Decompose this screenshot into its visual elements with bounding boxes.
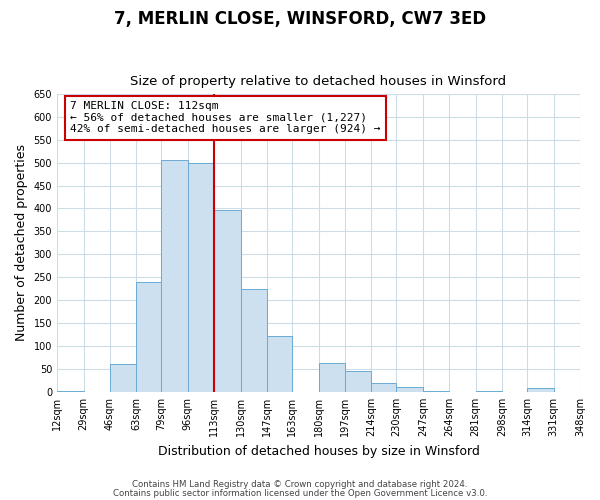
Bar	[214, 210, 241, 392]
Bar	[110, 364, 136, 392]
Bar	[241, 288, 267, 392]
Bar	[161, 160, 188, 392]
Text: Contains HM Land Registry data © Crown copyright and database right 2024.: Contains HM Land Registry data © Crown c…	[132, 480, 468, 489]
Bar	[267, 336, 292, 392]
Bar	[57, 390, 83, 392]
Bar	[319, 363, 345, 392]
Bar	[476, 390, 502, 392]
X-axis label: Distribution of detached houses by size in Winsford: Distribution of detached houses by size …	[158, 444, 479, 458]
Text: Contains public sector information licensed under the Open Government Licence v3: Contains public sector information licen…	[113, 489, 487, 498]
Title: Size of property relative to detached houses in Winsford: Size of property relative to detached ho…	[130, 76, 506, 88]
Y-axis label: Number of detached properties: Number of detached properties	[15, 144, 28, 342]
Text: 7 MERLIN CLOSE: 112sqm
← 56% of detached houses are smaller (1,227)
42% of semi-: 7 MERLIN CLOSE: 112sqm ← 56% of detached…	[70, 102, 380, 134]
Bar	[423, 390, 449, 392]
Bar	[136, 282, 161, 392]
Bar	[345, 372, 371, 392]
Bar	[527, 388, 554, 392]
Bar	[371, 383, 397, 392]
Bar	[188, 162, 214, 392]
Text: 7, MERLIN CLOSE, WINSFORD, CW7 3ED: 7, MERLIN CLOSE, WINSFORD, CW7 3ED	[114, 10, 486, 28]
Bar	[397, 388, 423, 392]
